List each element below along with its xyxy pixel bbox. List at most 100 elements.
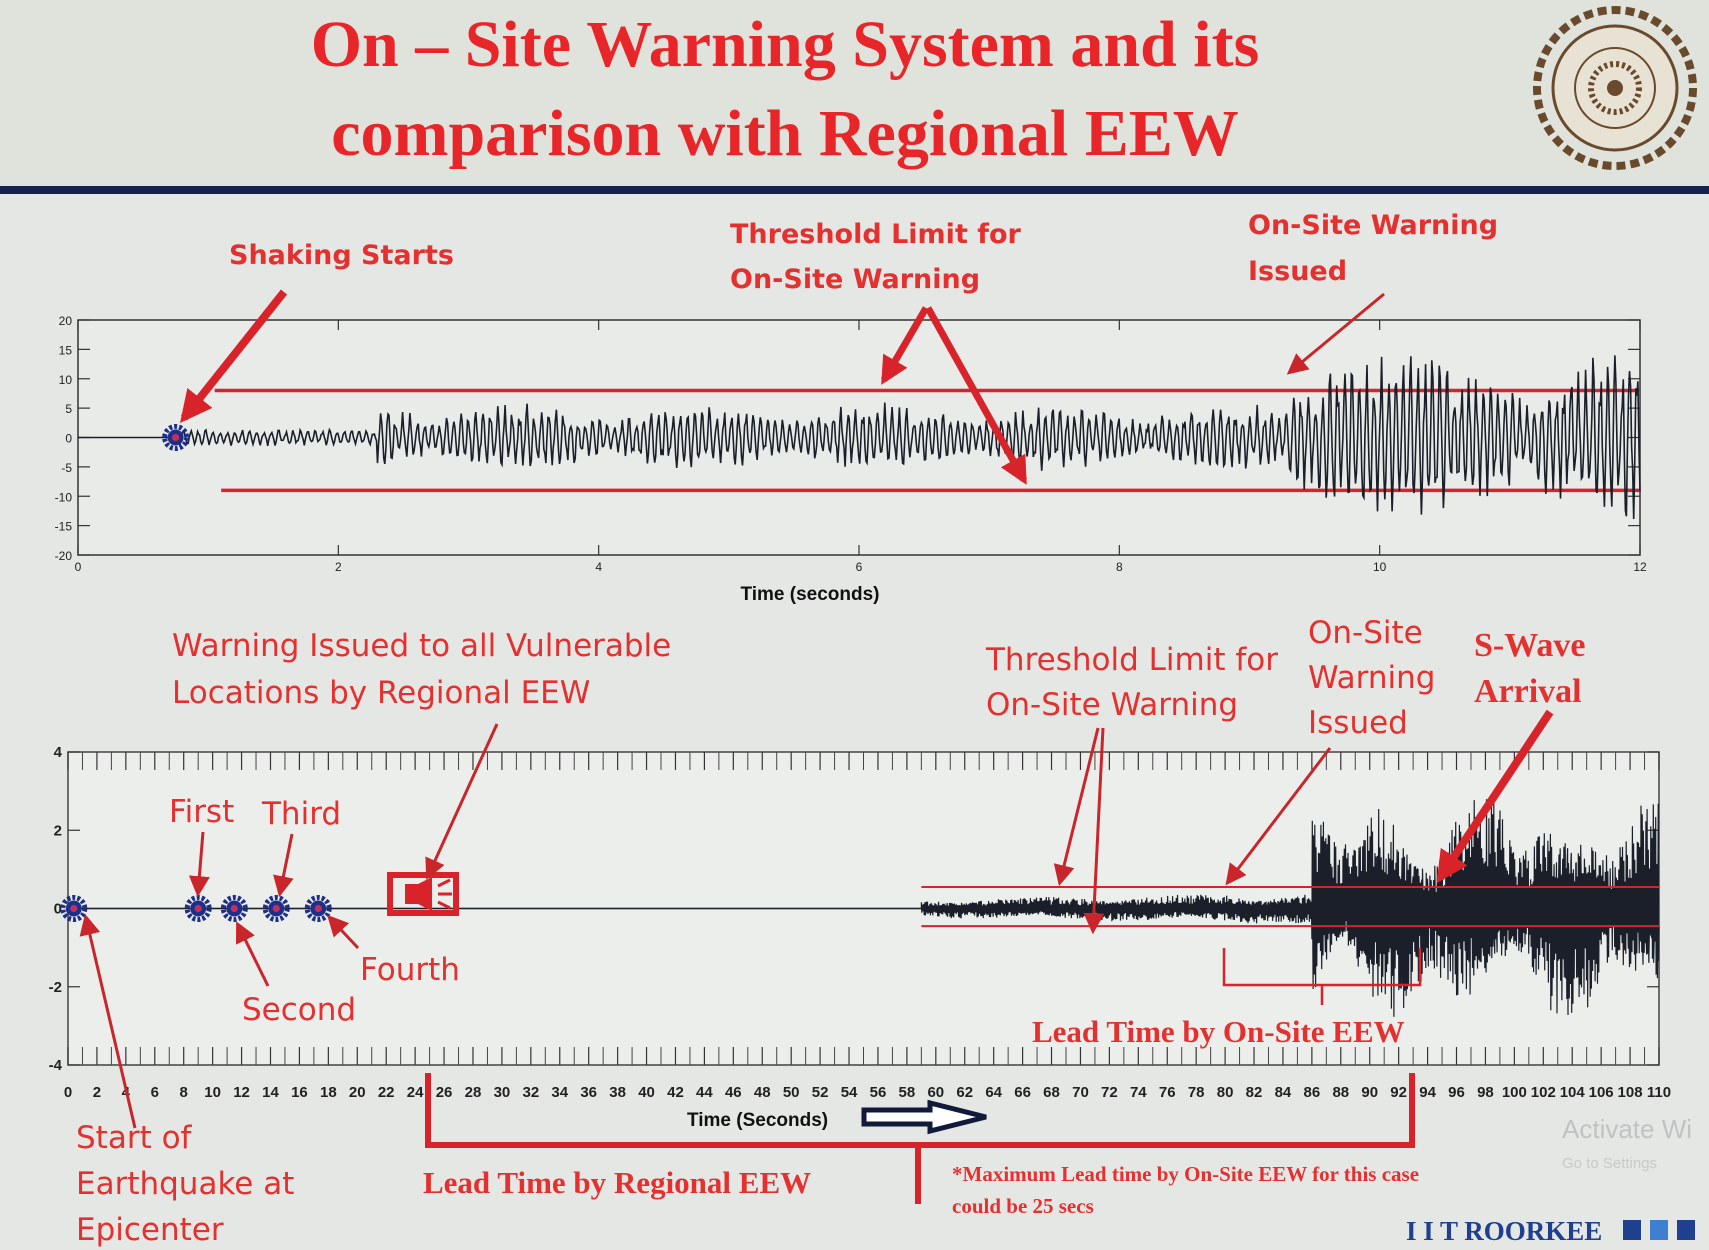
x-tick-label: 100 (1502, 1084, 1527, 1101)
x-tick-label: 6 (151, 1084, 159, 1101)
footer-square-3 (1677, 1220, 1695, 1240)
x-tick-label: 94 (1419, 1084, 1436, 1101)
x-tick-label: 106 (1589, 1084, 1614, 1101)
station-marker-icon (60, 895, 88, 922)
top-seismogram-trace (78, 355, 1641, 520)
top-onsite-label-line2: Issued (1248, 256, 1347, 287)
x-tick-label: 88 (1332, 1084, 1349, 1101)
x-tick-label: 80 (1217, 1084, 1234, 1101)
x-tick-label: 84 (1275, 1084, 1292, 1101)
x-tick-label: 74 (1130, 1084, 1147, 1101)
regional-lead-time-bracket (425, 1073, 1415, 1204)
x-tick-label: 68 (1043, 1084, 1060, 1101)
bottom-onsite-label-line1: On-Site (1308, 615, 1423, 651)
footer-brand: I I T ROORKEE (1406, 1216, 1602, 1246)
x-tick-label: 92 (1390, 1084, 1407, 1101)
swave-arrow (1436, 709, 1554, 884)
second-station-label: Second (242, 992, 356, 1028)
x-tick-label: 76 (1159, 1084, 1176, 1101)
footer-square-1 (1623, 1220, 1641, 1240)
max-lead-note-line1: *Maximum Lead time by On-Site EEW for th… (952, 1162, 1419, 1186)
onsite-lead-time-bracket (1222, 948, 1422, 1005)
x-tick-label: 8 (180, 1084, 188, 1101)
bottom-seismogram-chart: 0246810121416182022242628303234363840424… (49, 744, 1671, 1135)
x-tick-label: 44 (696, 1084, 713, 1101)
x-tick-label: 16 (291, 1084, 308, 1101)
x-tick-label: 6 (856, 560, 863, 574)
siren-alarm-icon (387, 872, 459, 916)
x-tick-label: 82 (1246, 1084, 1263, 1101)
top-threshold-arrow-upper (880, 306, 930, 385)
x-tick-label: 42 (667, 1084, 684, 1101)
x-tick-label: 64 (985, 1084, 1002, 1101)
x-tick-label: 110 (1647, 1084, 1671, 1101)
y-tick-label: 0 (54, 901, 62, 918)
y-tick-label: 2 (54, 822, 62, 839)
x-tick-label: 52 (812, 1084, 829, 1101)
x-tick-label: 4 (595, 560, 602, 574)
x-tick-label: 30 (494, 1084, 511, 1101)
start-label-line2: Earthquake at (76, 1166, 294, 1202)
x-tick-label: 24 (407, 1084, 424, 1101)
slide-title-line2: comparison with Regional EEW (331, 97, 1239, 170)
x-tick-label: 10 (204, 1084, 221, 1101)
x-tick-label: 12 (1633, 560, 1647, 574)
slide-title-line1: On – Site Warning System and its (311, 8, 1260, 81)
x-tick-label: 2 (93, 1084, 101, 1101)
x-tick-label: 22 (378, 1084, 395, 1101)
x-tick-label: 46 (725, 1084, 742, 1101)
x-tick-label: 8 (1116, 560, 1123, 574)
time-direction-arrow-icon (861, 1099, 987, 1135)
x-tick-label: 2 (335, 560, 342, 574)
regional-warning-label-line1: Warning Issued to all Vulnerable (172, 628, 671, 664)
x-tick-label: 38 (609, 1084, 626, 1101)
top-threshold-label-line2: On-Site Warning (730, 264, 980, 295)
x-tick-label: 56 (870, 1084, 887, 1101)
bottom-threshold-label-line2: On-Site Warning (986, 687, 1238, 723)
max-lead-note-line2: could be 25 secs (952, 1194, 1094, 1218)
top-x-axis-label: Time (seconds) (740, 584, 879, 605)
y-tick-label: -4 (49, 1057, 63, 1074)
x-tick-label: 36 (580, 1084, 597, 1101)
y-tick-label: 15 (59, 343, 73, 357)
y-tick-label: 20 (59, 314, 73, 328)
y-tick-label: -15 (55, 520, 73, 534)
x-tick-label: 96 (1448, 1084, 1465, 1101)
station-marker-icon (304, 895, 332, 922)
station-marker-icon (262, 895, 290, 922)
y-tick-label: -2 (49, 979, 62, 996)
x-tick-label: 32 (522, 1084, 539, 1101)
header-band (0, 0, 1709, 188)
first-station-label: First (169, 794, 234, 830)
x-tick-label: 50 (783, 1084, 800, 1101)
y-tick-label: -10 (55, 490, 73, 504)
y-tick-label: 10 (59, 373, 73, 387)
x-tick-label: 102 (1531, 1084, 1556, 1101)
station-marker-icon (220, 895, 248, 922)
swave-label-line1: S-Wave (1474, 627, 1585, 664)
x-tick-label: 72 (1101, 1084, 1118, 1101)
x-tick-label: 98 (1477, 1084, 1494, 1101)
y-tick-label: 4 (54, 744, 63, 761)
x-tick-label: 28 (465, 1084, 482, 1101)
onsite-lead-time-label: Lead Time by On-Site EEW (1032, 1014, 1405, 1049)
x-tick-label: 0 (75, 560, 82, 574)
station-marker-icon (184, 895, 212, 922)
top-seismogram-chart: 0 2 4 6 8 10 12 20 15 10 5 0 -5 -10 -15 -20 Time (secon… (55, 314, 1647, 605)
shaking-starts-label: Shaking Starts (229, 240, 454, 271)
x-tick-label: 104 (1560, 1084, 1586, 1101)
x-tick-label: 86 (1304, 1084, 1321, 1101)
bottom-threshold-arrow-1 (1053, 727, 1100, 887)
x-tick-label: 14 (262, 1084, 279, 1101)
footer-square-2 (1650, 1220, 1668, 1240)
x-tick-label: 54 (841, 1084, 858, 1101)
station-marker-icon (162, 424, 190, 451)
regional-lead-time-label: Lead Time by Regional EEW (423, 1165, 811, 1200)
watermark-line2: Go to Settings (1562, 1155, 1657, 1172)
start-label-line3: Epicenter (76, 1212, 224, 1248)
x-tick-label: 60 (927, 1084, 944, 1101)
top-onsite-arrow (1286, 292, 1385, 375)
x-tick-label: 70 (1072, 1084, 1089, 1101)
top-onsite-label-line1: On-Site Warning (1248, 210, 1498, 241)
regional-warning-label-line2: Locations by Regional EEW (172, 675, 590, 711)
